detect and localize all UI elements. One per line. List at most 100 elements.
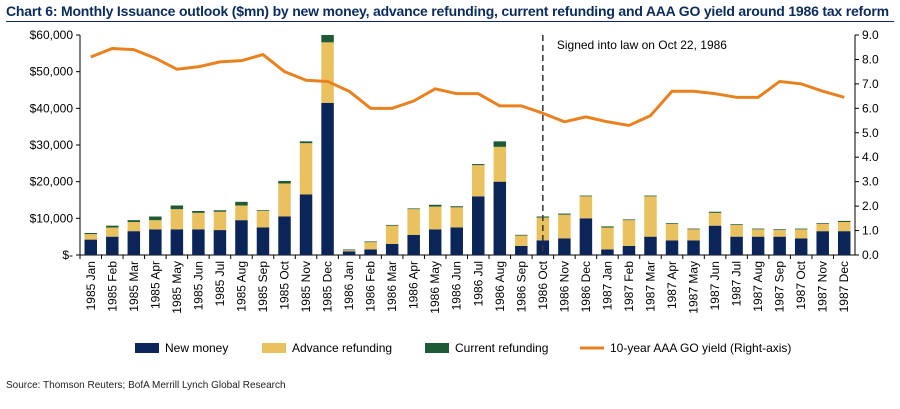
bar-current-refunding: [472, 164, 485, 166]
x-tick-label: 1985 Oct: [278, 260, 292, 309]
bar-current-refunding: [278, 180, 291, 184]
bar-current-refunding: [127, 220, 141, 222]
bar-advance-refunding: [385, 225, 399, 244]
bar-new-money: [450, 227, 463, 255]
bar-new-money: [579, 218, 593, 255]
y-left-tick-label: $20,000: [30, 175, 74, 189]
legend-new-money-label: New money: [165, 341, 228, 355]
bar-advance-refunding: [493, 146, 507, 182]
bar-new-money: [472, 196, 485, 255]
bar-new-money: [364, 249, 377, 255]
y-right-tick-label: 6.0: [862, 101, 879, 115]
bar-advance-refunding: [773, 230, 786, 237]
bar-current-refunding: [106, 225, 119, 228]
x-tick-label: 1987 Apr: [665, 261, 679, 309]
bar-advance-refunding: [558, 214, 571, 239]
annotation-text: Signed into law on Oct 22, 1986: [557, 38, 727, 52]
bar-advance-refunding: [364, 242, 377, 250]
y-right-tick-label: 0.0: [862, 248, 879, 262]
bar-new-money: [127, 231, 141, 255]
bar-current-refunding: [170, 205, 184, 210]
legend-advance-refunding-label: Advance refunding: [292, 341, 392, 355]
x-tick-label: 1987 Aug: [751, 261, 765, 312]
bar-current-refunding: [665, 223, 679, 224]
bar-current-refunding: [192, 211, 205, 213]
bar-current-refunding: [385, 224, 399, 226]
x-tick-label: 1986 Mar: [385, 261, 399, 312]
x-tick-label: 1987 Jun: [708, 261, 722, 310]
x-tick-label: 1985 Mar: [127, 261, 141, 312]
bar-current-refunding: [730, 224, 743, 225]
bar-advance-refunding: [837, 222, 851, 232]
bar-new-money: [601, 249, 614, 255]
bar-advance-refunding: [665, 223, 679, 241]
bar-new-money: [278, 216, 291, 255]
bar-advance-refunding: [730, 224, 743, 237]
bar-current-refunding: [428, 204, 442, 207]
bar-current-refunding: [794, 228, 808, 230]
x-tick-label: 1986 Apr: [407, 261, 421, 309]
bar-current-refunding: [321, 35, 334, 43]
x-tick-label: 1986 Oct: [536, 260, 550, 309]
bar-advance-refunding: [278, 183, 291, 217]
x-tick-label: 1985 Sep: [256, 261, 270, 313]
bar-new-money: [385, 244, 399, 255]
x-tick-label: 1985 Feb: [105, 261, 119, 312]
legend-current-refunding-swatch: [425, 343, 449, 353]
legend-current-refunding-label: Current refunding: [455, 341, 548, 355]
bar-advance-refunding: [84, 234, 98, 240]
y-left-tick-label: $30,000: [30, 138, 74, 152]
bar-advance-refunding: [472, 165, 485, 197]
x-tick-label: 1985 Nov: [299, 261, 313, 312]
bar-new-money: [558, 238, 571, 255]
bar-current-refunding: [687, 228, 700, 230]
x-tick-label: 1985 Jun: [191, 261, 205, 310]
bar-current-refunding: [644, 195, 657, 197]
bar-advance-refunding: [192, 212, 205, 230]
bar-current-refunding: [708, 211, 722, 213]
x-tick-label: 1985 May: [170, 261, 184, 314]
bar-advance-refunding: [450, 207, 463, 228]
bar-new-money: [751, 236, 765, 255]
bar-advance-refunding: [579, 196, 593, 219]
x-tick-label: 1986 Jan: [342, 261, 356, 310]
bar-advance-refunding: [687, 229, 700, 241]
bar-current-refunding: [450, 206, 463, 208]
bar-advance-refunding: [342, 250, 356, 252]
x-tick-label: 1986 Dec: [579, 261, 593, 312]
bar-new-money: [192, 229, 205, 255]
bar-new-money: [149, 229, 162, 255]
y-right-tick-label: 1.0: [862, 224, 879, 238]
bar-current-refunding: [235, 201, 248, 206]
bar-new-money: [730, 236, 743, 255]
bar-new-money: [106, 236, 119, 255]
bar-current-refunding: [622, 219, 636, 221]
x-tick-label: 1987 Jan: [600, 261, 614, 310]
x-tick-label: 1987 Jul: [730, 261, 744, 306]
bar-new-money: [493, 181, 507, 255]
bar-current-refunding: [342, 249, 356, 251]
bar-advance-refunding: [622, 220, 636, 246]
bar-current-refunding: [364, 241, 377, 243]
bar-new-money: [342, 251, 356, 255]
x-tick-label: 1987 Mar: [643, 261, 657, 312]
bar-new-money: [170, 229, 184, 255]
y-left-tick-label: $60,000: [30, 28, 74, 42]
bar-new-money: [708, 225, 722, 255]
legend-advance-refunding-swatch: [262, 343, 286, 353]
legend-yield-label: 10-year AAA GO yield (Right-axis): [610, 341, 791, 355]
y-right-tick-label: 9.0: [862, 28, 879, 42]
legend-new-money-swatch: [135, 343, 159, 353]
bar-advance-refunding: [170, 209, 184, 230]
bar-advance-refunding: [106, 227, 119, 237]
bar-current-refunding: [816, 223, 829, 224]
bar-advance-refunding: [149, 220, 162, 230]
bar-advance-refunding: [299, 143, 313, 195]
bar-current-refunding: [256, 210, 270, 211]
bar-current-refunding: [149, 216, 162, 221]
bar-new-money: [213, 230, 227, 255]
x-tick-label: 1985 Apr: [148, 261, 162, 309]
bar-advance-refunding: [407, 209, 420, 235]
bar-current-refunding: [837, 220, 851, 222]
bar-advance-refunding: [256, 211, 270, 228]
